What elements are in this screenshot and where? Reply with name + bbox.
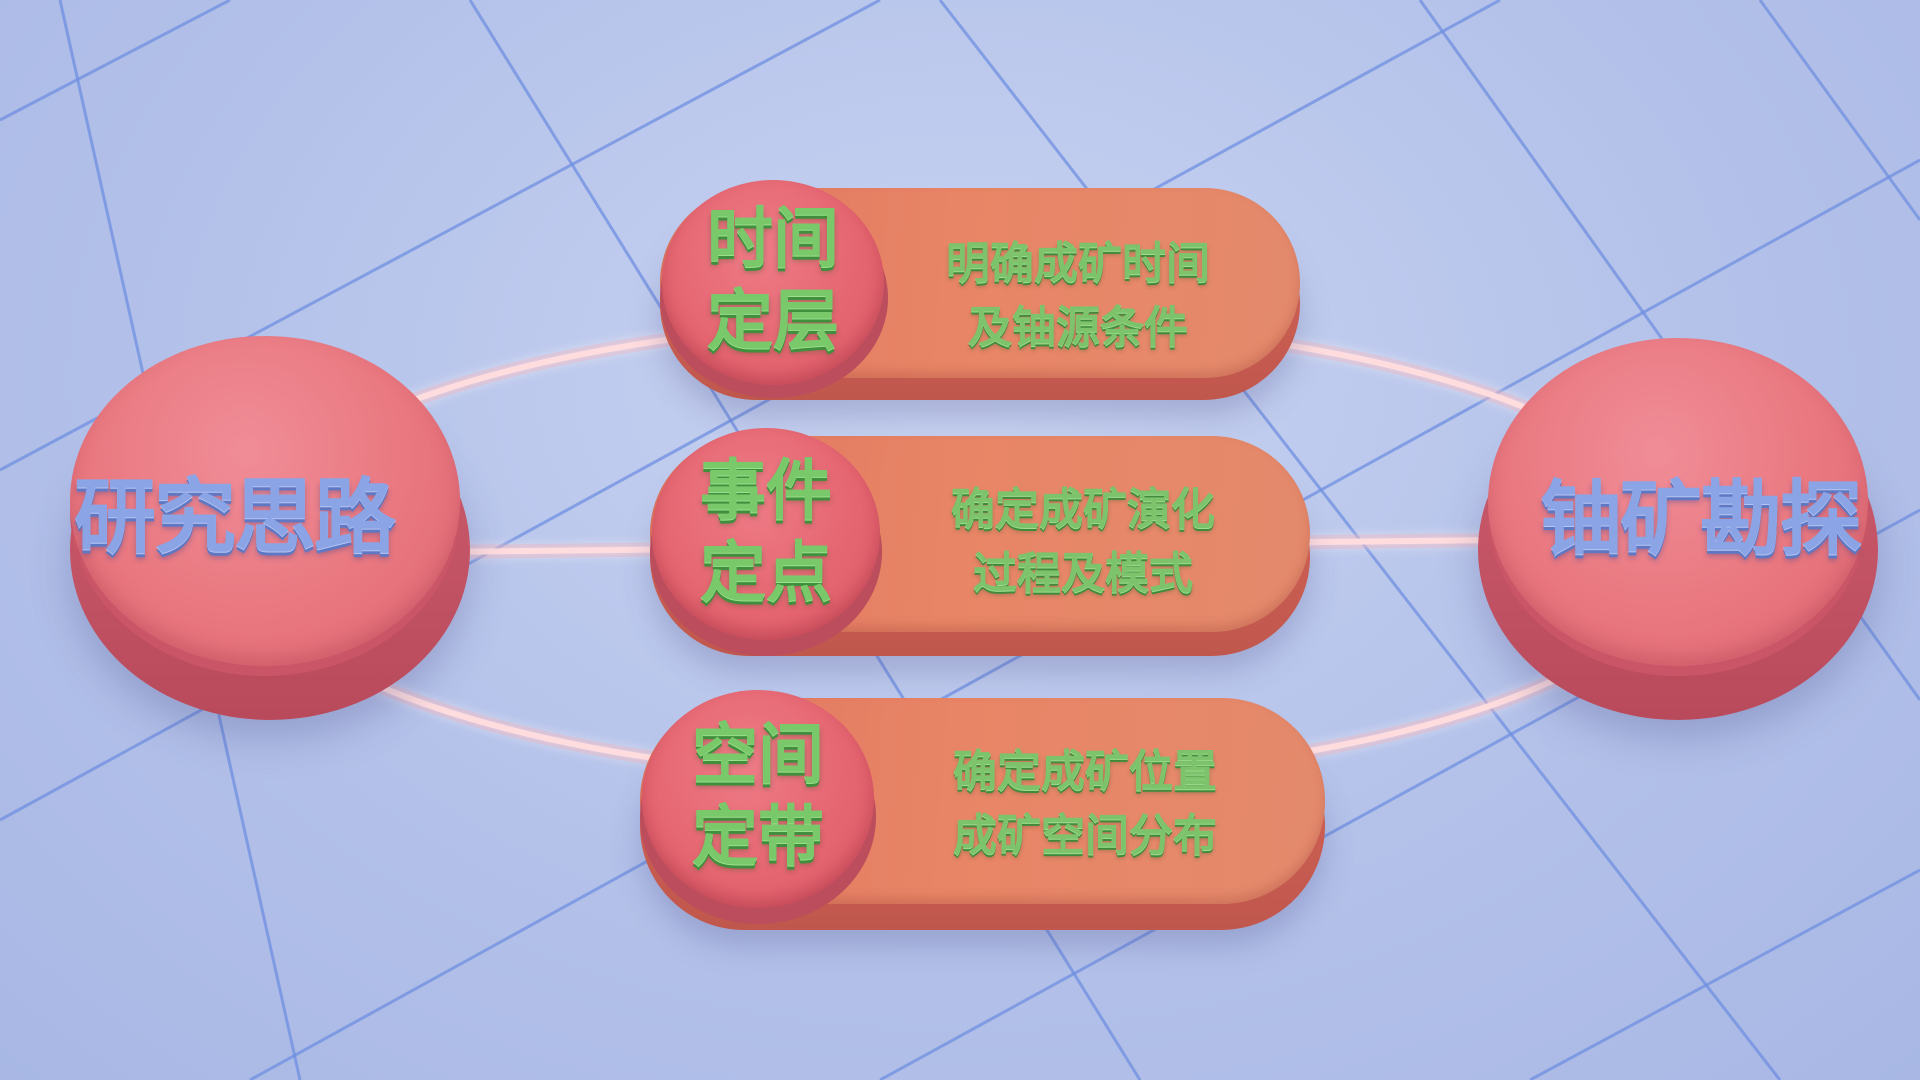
right-node-label: 铀矿勘探 bbox=[1540, 472, 1862, 567]
row-space: 空间 定带 确定成矿位置 成矿空间分布 bbox=[638, 690, 1328, 940]
row-space-desc: 确定成矿位置 成矿空间分布 bbox=[953, 746, 1217, 861]
row-event-tag: 事件 定点 bbox=[700, 452, 832, 611]
left-node: 研究思路 bbox=[62, 330, 482, 730]
row-event-disc bbox=[652, 428, 880, 640]
row-space-disc bbox=[642, 690, 874, 908]
row-event: 事件 定点 确定成矿演化 过程及模式 bbox=[648, 428, 1313, 663]
row-event-desc: 确定成矿演化 过程及模式 bbox=[951, 484, 1215, 599]
row-time: 时间 定层 明确成矿时间 及铀源条件 bbox=[658, 180, 1303, 405]
right-node: 铀矿勘探 bbox=[1470, 330, 1890, 730]
row-space-tag: 空间 定带 bbox=[692, 716, 824, 875]
row-time-tag: 时间 定层 bbox=[707, 200, 839, 359]
row-time-desc: 明确成矿时间 及铀源条件 bbox=[946, 238, 1210, 353]
row-time-disc bbox=[662, 180, 884, 385]
left-node-label: 研究思路 bbox=[74, 470, 396, 565]
